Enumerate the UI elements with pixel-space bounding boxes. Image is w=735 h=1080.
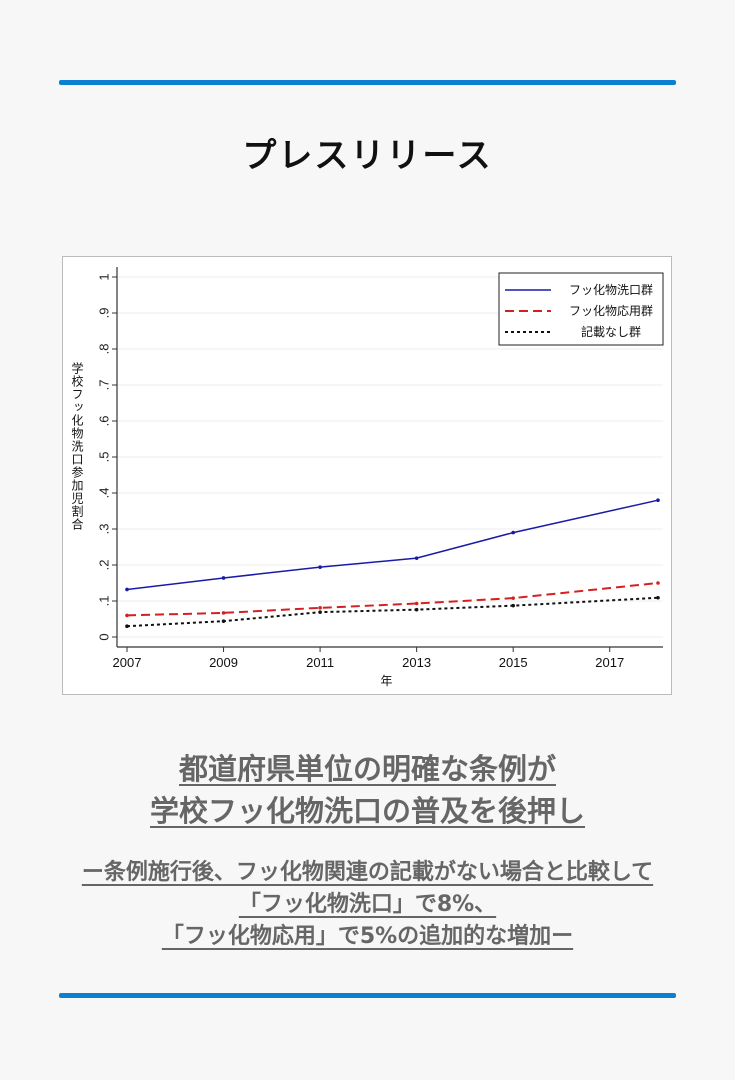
data-point [221, 576, 226, 580]
x-tick-label: 2009 [209, 655, 238, 670]
y-axis-label: 学校フッ化物洗口参加児割合 [70, 361, 84, 531]
y-tick-label: .9 [96, 308, 111, 319]
subheadline-line: 「フッ化物洗口」で8%、 [238, 892, 497, 917]
legend-box [498, 272, 664, 346]
data-point [656, 595, 660, 600]
y-tick-label: .1 [96, 596, 111, 607]
x-axis-label: 年 [380, 674, 392, 688]
data-point [414, 601, 419, 606]
data-point [414, 556, 419, 560]
x-tick-label: 2017 [595, 655, 624, 670]
y-tick-label: .7 [96, 380, 111, 391]
y-tick-label: .5 [96, 452, 111, 463]
data-point [221, 611, 226, 615]
data-point [656, 498, 660, 502]
data-point [318, 606, 322, 610]
subheadline: ー条例施行後、フッ化物関連の記載がない場合と比較して 「フッ化物洗口」で8%、 … [0, 857, 735, 953]
x-tick-label: 2007 [113, 655, 142, 670]
legend-label: フッ化物洗口群 [569, 283, 653, 297]
x-tick-label: 2015 [499, 655, 528, 670]
data-point [511, 596, 515, 600]
legend-label: フッ化物応用群 [569, 304, 653, 318]
subheadline-line: ー条例施行後、フッ化物関連の記載がない場合と比較して [81, 860, 654, 885]
data-point [511, 603, 515, 608]
headline-line: 都道府県単位の明確な条例が [178, 752, 556, 786]
data-point [125, 613, 129, 618]
y-tick-label: .3 [96, 524, 111, 535]
data-point [221, 619, 226, 623]
page-title: プレスリリース [242, 136, 493, 176]
y-tick-label: 1 [96, 273, 111, 280]
y-tick-label: 0 [96, 633, 111, 640]
data-point [414, 607, 419, 612]
x-tick-label: 2011 [306, 655, 334, 670]
data-point [318, 565, 322, 569]
x-tick-label: 2013 [402, 655, 431, 670]
y-tick-label: .2 [96, 560, 111, 571]
data-point [125, 587, 129, 592]
data-point [318, 610, 322, 614]
y-tick-label: .6 [96, 416, 111, 427]
legend-label: 記載なし群 [581, 324, 641, 339]
line-chart: 0 .1 .2 .3 .4 .5 .6 .7 .8 .9 1 2007 2009 2011 2013 2015… [62, 256, 672, 695]
y-tick-label: .4 [96, 488, 111, 499]
top-accent-bar [59, 80, 676, 85]
chart-svg: 0 .1 .2 .3 .4 .5 .6 .7 .8 .9 1 2007 2009 2011 2013 2015… [70, 267, 664, 688]
series-line [126, 499, 659, 591]
series-line [126, 596, 659, 628]
series-line [126, 582, 659, 617]
headline: 都道府県単位の明確な条例が 学校フッ化物洗口の普及を後押し [0, 748, 735, 832]
y-tick-label: .8 [96, 344, 111, 355]
headline-line: 学校フッ化物洗口の普及を後押し [149, 794, 585, 828]
data-point [125, 624, 129, 628]
bottom-accent-bar [59, 993, 676, 998]
data-point [511, 530, 515, 535]
data-point [656, 581, 660, 585]
subheadline-line: 「フッ化物応用」で5%の追加的な増加ー [161, 924, 574, 949]
